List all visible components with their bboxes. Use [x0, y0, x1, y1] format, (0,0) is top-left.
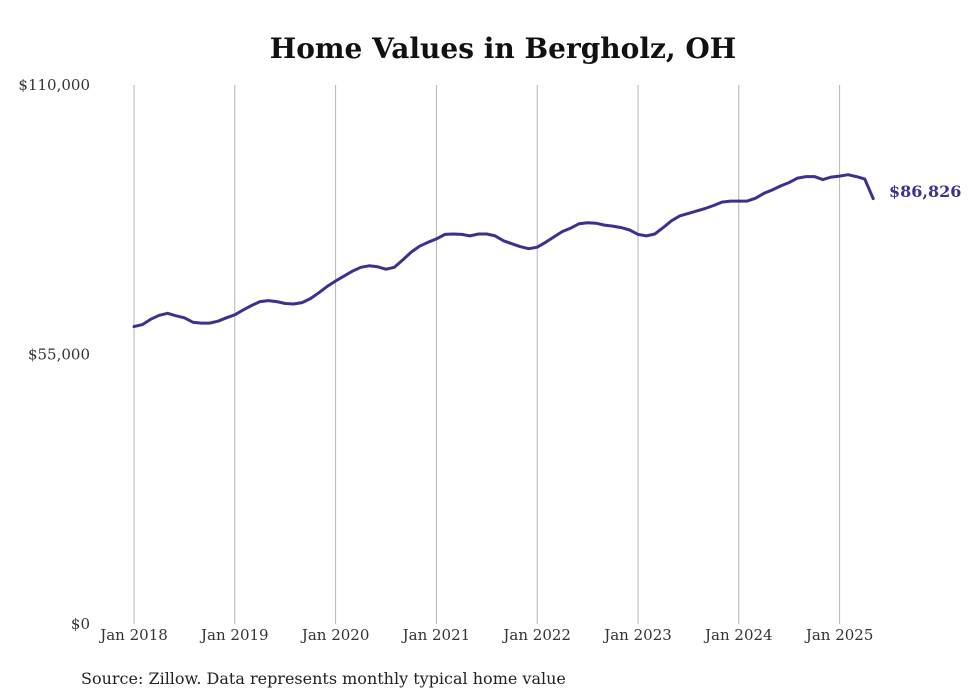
home-value-line: [132, 173, 875, 329]
x-tick-label: Jan 2023: [602, 626, 672, 644]
end-value-label: $86,826: [889, 182, 961, 201]
y-tick-label: $110,000: [18, 76, 90, 94]
x-tick-label: Jan 2025: [804, 626, 874, 644]
y-tick-label: $55,000: [28, 346, 90, 364]
chart-title: Home Values in Bergholz, OH: [270, 32, 736, 65]
y-tick-label: $0: [71, 615, 90, 633]
y-axis-tick-labels: $0 $55,000 $110,000: [18, 76, 90, 633]
x-tick-label: Jan 2018: [98, 626, 168, 644]
x-tick-label: Jan 2022: [501, 626, 571, 644]
x-tick-label: Jan 2019: [199, 626, 269, 644]
x-tick-label: Jan 2021: [401, 626, 471, 644]
x-axis-tick-labels: Jan 2018 Jan 2019 Jan 2020 Jan 2021 Jan 2022…: [98, 626, 873, 644]
x-tick-label: Jan 2024: [703, 626, 773, 644]
x-tick-label: Jan 2020: [300, 626, 370, 644]
source-note: Source: Zillow. Data represents monthly …: [81, 669, 566, 688]
vertical-gridlines: [133, 85, 841, 624]
